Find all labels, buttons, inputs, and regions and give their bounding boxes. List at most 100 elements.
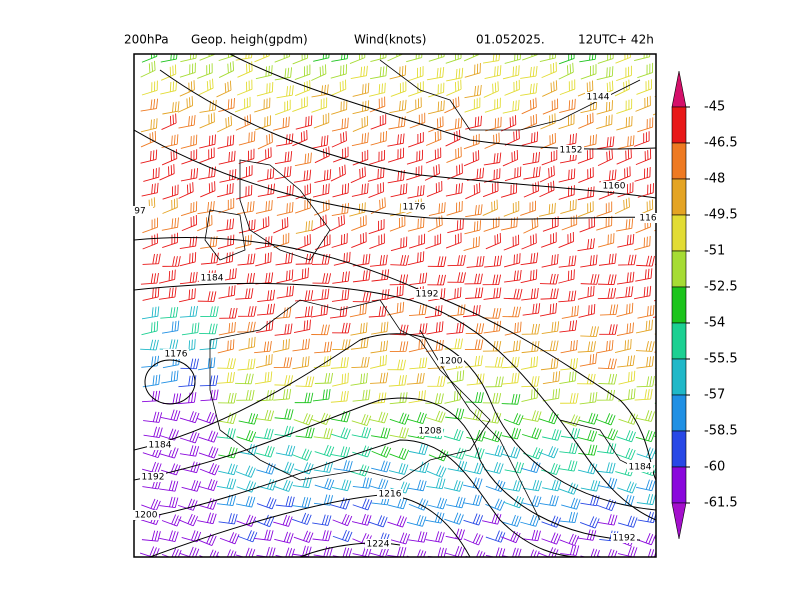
wind-barb xyxy=(481,412,502,424)
wind-barb xyxy=(542,388,561,402)
wind-barb xyxy=(217,372,235,384)
wind-barb xyxy=(615,286,634,299)
wind-barb xyxy=(179,431,200,444)
wind-barb xyxy=(618,388,636,402)
wind-barb xyxy=(389,99,407,114)
wind-barb xyxy=(503,288,523,300)
wind-barb xyxy=(637,548,656,557)
wind-barb xyxy=(503,200,520,217)
wind-barb xyxy=(161,320,180,334)
wind-barb xyxy=(635,95,651,112)
colorbar-box xyxy=(671,286,687,324)
wind-barb xyxy=(200,389,219,402)
wind-barb xyxy=(654,333,656,335)
colorbar-label: -49.5 xyxy=(704,208,738,223)
wind-barb xyxy=(236,389,255,401)
wind-barb xyxy=(311,135,329,149)
wind-barb xyxy=(520,200,536,216)
wind-barb xyxy=(428,116,444,133)
wind-barb xyxy=(614,79,630,97)
wind-barb xyxy=(447,255,466,267)
wind-barb xyxy=(276,184,294,199)
wind-barb xyxy=(199,463,220,476)
wind-barb xyxy=(177,96,194,113)
wind-barb xyxy=(332,183,349,198)
wind-barb xyxy=(179,305,198,318)
wind-barb xyxy=(314,146,330,164)
contour-label: 1192 xyxy=(613,534,636,544)
wind-barb xyxy=(350,166,366,184)
wind-barb xyxy=(198,166,216,180)
wind-barb xyxy=(333,146,349,163)
wind-barb xyxy=(179,236,198,250)
wind-barb xyxy=(142,374,161,388)
label-bg xyxy=(438,356,464,366)
wind-barb xyxy=(179,80,195,97)
wind-barb xyxy=(178,392,197,405)
wind-barb xyxy=(655,284,656,286)
wind-barb xyxy=(235,114,252,131)
wind-barb xyxy=(559,79,576,96)
wind-barb xyxy=(483,216,500,232)
wind-barb xyxy=(162,354,181,369)
wind-barb xyxy=(654,367,656,369)
colorbar-label: -51 xyxy=(704,244,725,259)
wind-barb xyxy=(235,465,256,478)
wind-barb xyxy=(464,462,484,475)
wind-barb xyxy=(500,182,518,198)
wind-barb xyxy=(352,115,369,132)
wind-barb xyxy=(596,498,617,512)
colorbar-box xyxy=(671,466,687,504)
wind-barb xyxy=(235,184,253,200)
wind-barb xyxy=(617,515,638,528)
wind-barb xyxy=(427,547,447,557)
wind-barb xyxy=(500,216,518,231)
wind-barb xyxy=(159,339,179,351)
wind-barb xyxy=(633,285,652,300)
wind-barb xyxy=(577,462,598,475)
wind-barb xyxy=(445,232,462,249)
wind-barb xyxy=(655,127,656,130)
wind-barb xyxy=(181,530,202,543)
wind-barb xyxy=(314,478,335,491)
wind-barb xyxy=(254,115,271,131)
colorbar-top xyxy=(671,70,687,108)
wind-barb xyxy=(274,99,291,116)
contour-label: 1224 xyxy=(367,540,390,550)
wind-barb xyxy=(199,54,215,61)
wind-barb xyxy=(389,427,409,439)
wind-barb xyxy=(237,201,255,215)
wind-barb xyxy=(238,131,256,146)
wind-barb xyxy=(350,65,368,79)
wind-barb xyxy=(218,513,238,525)
wind-barb xyxy=(159,428,179,441)
wind-barb xyxy=(295,376,315,388)
colorbar-label: -60 xyxy=(704,460,725,475)
wind-barb xyxy=(158,287,177,300)
wind-barb xyxy=(140,273,159,285)
wind-barb xyxy=(295,427,315,439)
label-bg xyxy=(147,440,173,450)
wind-barb xyxy=(295,253,314,265)
wind-barb xyxy=(257,478,277,491)
contour-label: 1152 xyxy=(560,146,583,156)
wind-barb xyxy=(311,324,330,336)
wind-barb xyxy=(462,304,481,318)
wind-barb xyxy=(235,234,252,249)
wind-barb xyxy=(371,445,392,458)
contour-label: 1200 xyxy=(135,511,158,521)
wind-barb xyxy=(331,479,352,492)
wind-barb xyxy=(331,99,348,115)
wind-barb xyxy=(520,269,538,284)
wind-barb xyxy=(332,271,350,284)
wind-barb xyxy=(371,427,391,439)
wind-barb xyxy=(370,372,389,384)
wind-barb xyxy=(578,167,594,183)
wind-barb xyxy=(295,306,313,319)
wind-barb xyxy=(235,54,253,61)
wind-barb xyxy=(237,253,256,266)
wind-barb xyxy=(389,447,410,460)
wind-barb xyxy=(273,514,293,527)
wind-barb xyxy=(447,460,468,473)
colorbar-label: -61.5 xyxy=(704,496,738,511)
